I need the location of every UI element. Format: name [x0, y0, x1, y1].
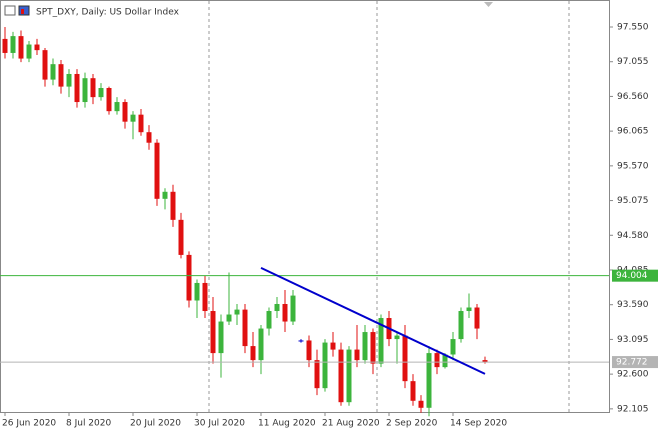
candle-body [370, 332, 376, 364]
candle-body [50, 64, 56, 80]
candle-body [82, 78, 88, 103]
y-tick-label: 95.570 [617, 161, 649, 171]
candle-body [58, 64, 64, 87]
candle-body [18, 36, 24, 59]
candle-body [106, 88, 112, 112]
candle-body [242, 309, 248, 347]
candle-body [130, 114, 136, 122]
candle-body [330, 342, 336, 350]
candle-body [394, 335, 400, 340]
candle-body [202, 282, 208, 312]
candle-body [362, 332, 368, 361]
candle-body [146, 132, 152, 143]
candle-body [42, 50, 48, 80]
y-tick-label: 96.065 [617, 127, 649, 137]
candle-body [426, 353, 432, 408]
chart-icon [4, 5, 30, 16]
chart-title: SPT_DXY, Daily: US Dollar Index [36, 8, 180, 18]
x-tick-label: 14 Sep 2020 [450, 419, 507, 429]
candle-body [2, 38, 8, 53]
candle-body [466, 307, 472, 312]
candle-body [210, 311, 216, 354]
y-tick-label: 95.075 [617, 196, 649, 206]
candle-body [74, 73, 80, 103]
plot-frame [0, 0, 610, 413]
candle-body [298, 340, 304, 342]
candle-body [266, 311, 272, 329]
candle-body [306, 340, 312, 361]
candle-body [114, 102, 120, 112]
trendline [260, 266, 486, 375]
candle-body [378, 318, 384, 364]
y-tick-label: 96.560 [617, 92, 649, 102]
candle-body [138, 114, 144, 133]
candle-body [186, 254, 192, 301]
candle-body [194, 282, 200, 301]
candle-body [322, 342, 328, 389]
x-tick-label: 2 Sep 2020 [386, 419, 438, 429]
y-tick-label: 94.580 [617, 231, 649, 241]
candle-body [226, 314, 232, 322]
candle-body [442, 354, 448, 368]
candle-body [290, 295, 296, 322]
x-tick-label: 26 Jun 2020 [2, 419, 56, 429]
y-tick-label: 92.600 [617, 370, 649, 380]
candle-body [354, 349, 360, 361]
candle-body [178, 219, 184, 255]
candle-body [66, 73, 72, 87]
candle-body [450, 339, 456, 355]
candle-body [34, 44, 40, 51]
candle-body [90, 78, 96, 98]
price-label: 94.004 [616, 271, 648, 281]
price-label-box [612, 356, 658, 369]
candle-body [26, 44, 32, 59]
candle-body [346, 349, 352, 403]
y-tick-label: 93.095 [617, 335, 649, 345]
candle-body [458, 311, 464, 340]
price-label: 92.772 [616, 358, 648, 368]
candle-body [410, 381, 416, 401]
candle-body [314, 360, 320, 389]
candle-body [482, 360, 488, 363]
y-tick-label: 97.550 [617, 22, 649, 32]
y-tick-label: 93.590 [617, 300, 649, 310]
candle-body [282, 304, 288, 322]
candle-body [170, 191, 176, 220]
price-label-box [612, 269, 658, 282]
candle-body [338, 349, 344, 403]
candle-body [154, 142, 160, 199]
shift-marker [484, 2, 493, 7]
candle-body [250, 346, 256, 361]
candle-body [162, 191, 168, 199]
candle-body [258, 328, 264, 361]
candle-body [274, 304, 280, 312]
candle-body [218, 321, 224, 354]
candle-body [434, 353, 440, 368]
y-tick-label: 92.105 [617, 404, 649, 414]
candle-body [418, 400, 424, 408]
y-tick-label: 97.055 [617, 57, 649, 67]
candle-body [10, 36, 16, 53]
x-tick-label: 20 Jul 2020 [130, 419, 181, 429]
x-tick-label: 21 Aug 2020 [322, 419, 380, 429]
x-tick-label: 30 Jul 2020 [194, 419, 245, 429]
x-tick-label: 11 Aug 2020 [258, 419, 316, 429]
candle-body [122, 102, 128, 122]
candle-body [234, 309, 240, 315]
x-tick-label: 8 Jul 2020 [66, 419, 111, 429]
candle-body [474, 307, 480, 329]
candle-body [98, 88, 104, 98]
candle-body [402, 335, 408, 382]
